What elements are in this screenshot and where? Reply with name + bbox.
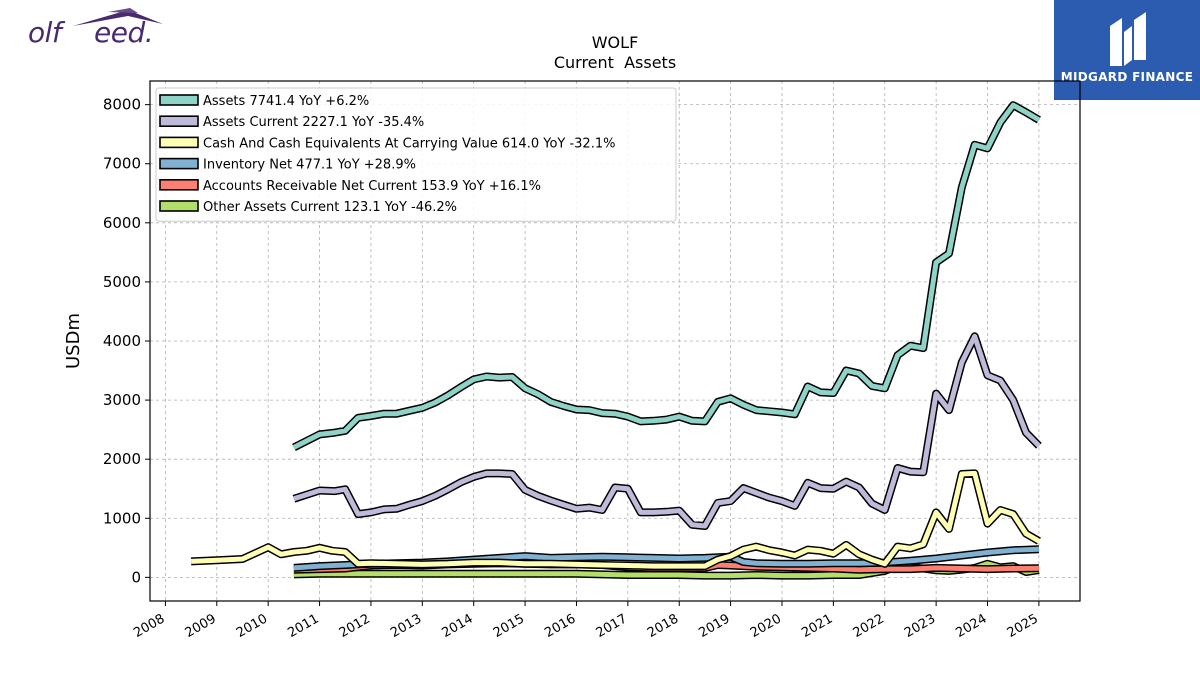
y-tick-label: 1000 bbox=[103, 509, 141, 527]
x-tick-label: 2022 bbox=[851, 611, 887, 641]
legend-label: Assets 7741.4 YoY +6.2% bbox=[203, 94, 369, 109]
series-line bbox=[190, 470, 1041, 569]
y-ticks: 0 1000 2000 3000 4000 5000 6000 7000 8000 bbox=[103, 96, 150, 586]
y-tick-label: 8000 bbox=[103, 96, 141, 114]
series-group bbox=[190, 101, 1042, 580]
midgard-finance-logo: MIDGARD FINANCE bbox=[1054, 0, 1200, 100]
x-ticks: 2008 2009 2010 2011 2012 2013 2014 2015 2016 2017… bbox=[131, 601, 1041, 641]
legend-label: Cash And Cash Equivalents At Carrying Va… bbox=[203, 136, 615, 151]
x-tick-label: 2009 bbox=[183, 611, 219, 641]
legend-item: Assets 7741.4 YoY +6.2% bbox=[159, 94, 369, 109]
x-tick-label: 2015 bbox=[491, 611, 527, 641]
x-tick-label: 2023 bbox=[902, 611, 938, 641]
series-assets bbox=[292, 101, 1041, 451]
series-cash-and-cash-equivalents-at-carrying-value bbox=[190, 469, 1041, 571]
olfeed-logo: olf eed. bbox=[28, 6, 168, 56]
legend-box bbox=[155, 87, 677, 222]
x-tick-label: 2012 bbox=[337, 611, 373, 641]
legend-item: Inventory Net 477.1 YoY +28.9% bbox=[159, 157, 416, 173]
legend-item: Other Assets Current 123.1 YoY -46.2% bbox=[159, 200, 457, 215]
logo-swoosh-icon bbox=[73, 8, 163, 26]
x-tick-label: 2019 bbox=[696, 611, 732, 641]
y-tick-label: 6000 bbox=[103, 214, 141, 232]
y-tick-label: 3000 bbox=[103, 391, 141, 409]
chart-title: WOLF bbox=[592, 33, 639, 52]
legend-label: Inventory Net 477.1 YoY +28.9% bbox=[203, 158, 416, 173]
midgard-emblem-icon bbox=[1110, 12, 1146, 66]
x-tick-label: 2010 bbox=[234, 611, 270, 641]
y-tick-label: 7000 bbox=[103, 155, 141, 173]
series-outline bbox=[292, 332, 1042, 530]
legend-swatch bbox=[159, 115, 199, 127]
series-line bbox=[293, 333, 1041, 529]
x-tick-label: 2013 bbox=[388, 611, 424, 641]
x-tick-label: 2016 bbox=[542, 611, 578, 641]
series-line bbox=[292, 102, 1041, 450]
y-tick-label: 0 bbox=[131, 568, 141, 586]
legend-item: Cash And Cash Equivalents At Carrying Va… bbox=[159, 136, 615, 151]
logo-wordmark-left: olf bbox=[28, 16, 62, 49]
legend-item: Accounts Receivable Net Current 153.9 Yo… bbox=[159, 179, 541, 194]
legend-swatch bbox=[159, 94, 199, 106]
legend-swatch bbox=[159, 200, 199, 212]
legend-label: Assets Current 2227.1 YoY -35.4% bbox=[203, 115, 424, 130]
legend-swatch bbox=[159, 157, 199, 170]
x-tick-label: 2024 bbox=[953, 611, 989, 641]
legend-swatch bbox=[159, 179, 199, 191]
logo-wordmark-right: eed. bbox=[94, 16, 154, 49]
y-axis-label: USDm bbox=[63, 313, 84, 369]
x-tick-label: 2011 bbox=[285, 611, 321, 641]
x-tick-label: 2018 bbox=[645, 611, 681, 641]
logo-text: MIDGARD FINANCE bbox=[1060, 70, 1194, 84]
y-tick-label: 5000 bbox=[103, 273, 141, 291]
x-tick-label: 2017 bbox=[594, 611, 630, 641]
series-assets-current bbox=[292, 332, 1042, 530]
y-tick-label: 4000 bbox=[103, 332, 141, 350]
legend-swatch bbox=[159, 136, 199, 149]
y-tick-label: 2000 bbox=[103, 450, 141, 468]
legend-label: Other Assets Current 123.1 YoY -46.2% bbox=[203, 200, 457, 215]
legend-label: Accounts Receivable Net Current 153.9 Yo… bbox=[203, 179, 541, 194]
x-tick-label: 2008 bbox=[131, 611, 167, 641]
x-tick-label: 2025 bbox=[1005, 611, 1041, 641]
x-tick-label: 2020 bbox=[748, 611, 784, 641]
x-tick-label: 2014 bbox=[440, 611, 476, 641]
legend-item: Assets Current 2227.1 YoY -35.4% bbox=[159, 115, 424, 130]
legend: Assets 7741.4 YoY +6.2% Assets Current 22… bbox=[155, 87, 677, 222]
x-tick-label: 2021 bbox=[799, 611, 835, 641]
chart-subtitle: Current Assets bbox=[554, 53, 676, 72]
